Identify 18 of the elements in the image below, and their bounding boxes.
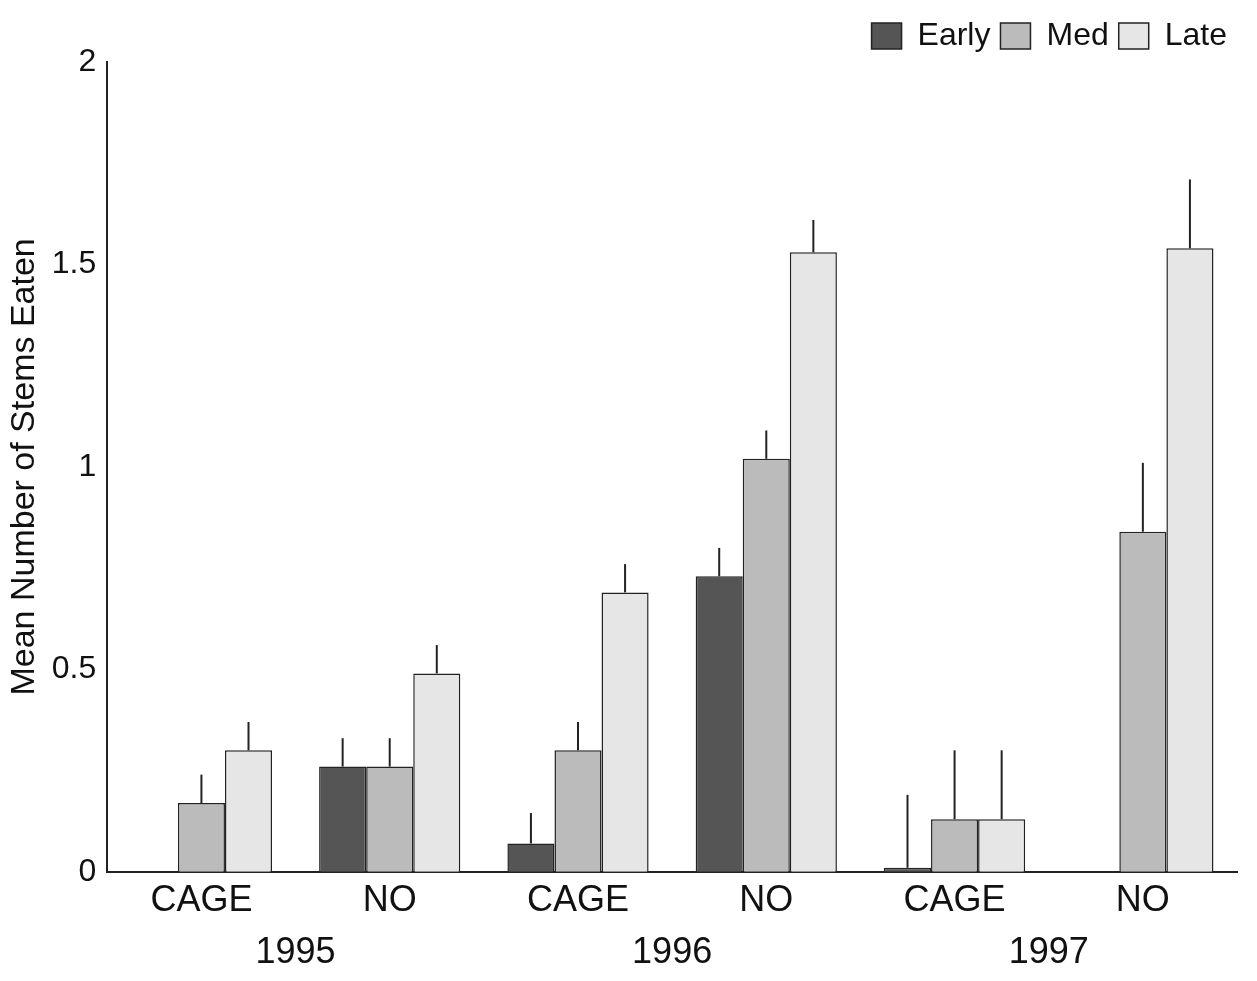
x-tick-label: CAGE [150, 878, 253, 920]
legend-label: Early [917, 15, 991, 52]
x-tick-label: NO [362, 878, 417, 920]
y-tick-label: 0 [78, 851, 97, 888]
legend-label: Late [1164, 15, 1227, 52]
x-tick-label: CAGE [526, 878, 630, 920]
text: 1996 [632, 929, 713, 971]
x-tick-label: NO [1115, 878, 1170, 920]
text: 1997 [1008, 929, 1089, 971]
legend-label: Med [1046, 15, 1109, 52]
y-tick-label: 2 [78, 41, 97, 78]
y-tick-label: 1 [78, 446, 97, 483]
y-tick-label: 1.5 [51, 244, 97, 281]
y-axis-title: Mean Number of Stems Eaten [2, 238, 41, 696]
text: 1995 [255, 929, 336, 971]
x-tick-label: CAGE [903, 878, 1006, 920]
y-tick-label: 0.5 [51, 649, 97, 686]
x-tick-label: NO [739, 878, 794, 920]
